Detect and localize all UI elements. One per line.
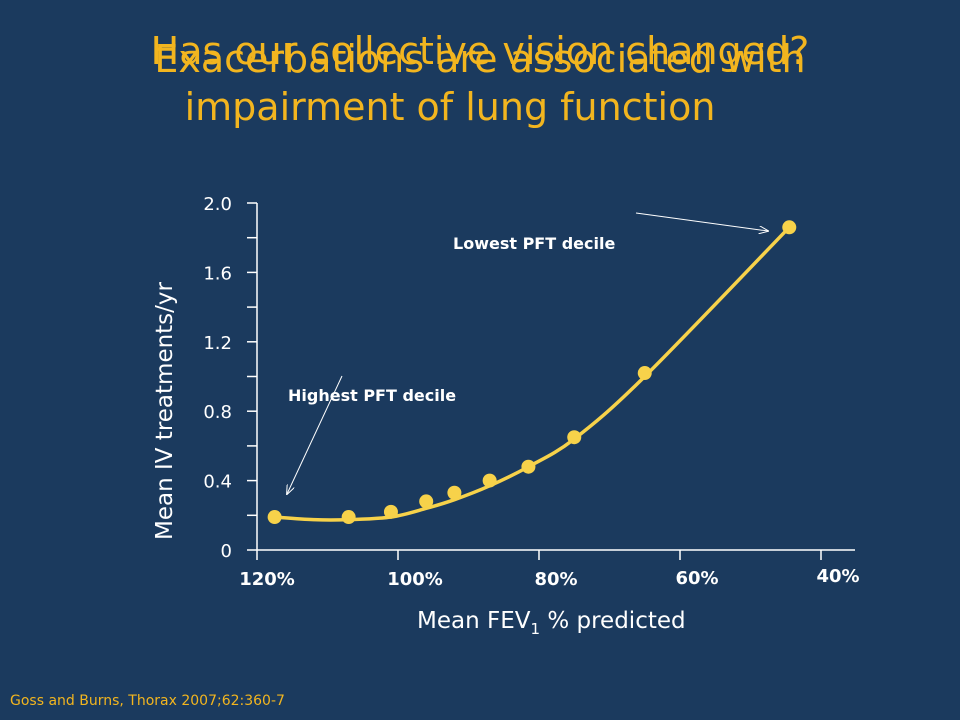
x-tick-label: 80% bbox=[534, 569, 577, 590]
x-axis-label-rest: % predicted bbox=[540, 608, 686, 634]
annotations: Highest PFT decile Lowest PFT decile bbox=[287, 212, 768, 494]
y-axis-label: Mean IV treatments/yr bbox=[152, 281, 178, 540]
data-point bbox=[419, 494, 434, 509]
data-point bbox=[267, 510, 282, 525]
annotation-highest-pft: Highest PFT decile bbox=[288, 386, 456, 405]
annotation-lowest-pft: Lowest PFT decile bbox=[453, 234, 615, 253]
slide-title-line1: Exacerbations are associated with bbox=[154, 37, 806, 81]
data-point bbox=[567, 430, 582, 445]
y-tick-label: 1.6 bbox=[203, 263, 232, 284]
x-tick-label: 100% bbox=[387, 569, 443, 590]
x-axis-label-main: Mean FEV bbox=[417, 608, 531, 634]
x-tick-label: 120% bbox=[239, 569, 295, 590]
x-tick-label: 60% bbox=[675, 568, 718, 589]
data-point bbox=[482, 473, 497, 488]
citation: Goss and Burns, Thorax 2007;62:360-7 bbox=[10, 693, 285, 709]
y-tick-label: 0.8 bbox=[203, 402, 232, 423]
data-point bbox=[637, 366, 652, 381]
data-point bbox=[782, 220, 797, 235]
data-point bbox=[521, 459, 536, 474]
y-tick-label: 0 bbox=[221, 541, 232, 562]
slide-title-overlay: Has our collective vision changed? bbox=[150, 29, 810, 73]
arrow-lowest-pft bbox=[635, 212, 768, 231]
series-group bbox=[267, 220, 797, 525]
y-tick-label: 0.4 bbox=[203, 472, 232, 493]
arrow-highest-pft bbox=[287, 375, 343, 494]
data-point bbox=[383, 504, 398, 519]
x-tick-label: 40% bbox=[816, 566, 859, 587]
series-line bbox=[274, 226, 791, 522]
slide-title-line2: impairment of lung function bbox=[184, 85, 716, 129]
axes: 0 0.4 0.8 1.2 1.6 2.0 120% 100% 80% 60% 40% bbox=[203, 194, 859, 590]
x-axis-label: Mean FEV1 % predicted bbox=[417, 608, 686, 638]
data-point bbox=[341, 510, 356, 525]
y-tick-label: 1.2 bbox=[203, 333, 232, 354]
x-axis-label-subscript: 1 bbox=[530, 620, 540, 638]
y-tick-label: 2.0 bbox=[203, 194, 232, 215]
data-point bbox=[447, 485, 462, 500]
